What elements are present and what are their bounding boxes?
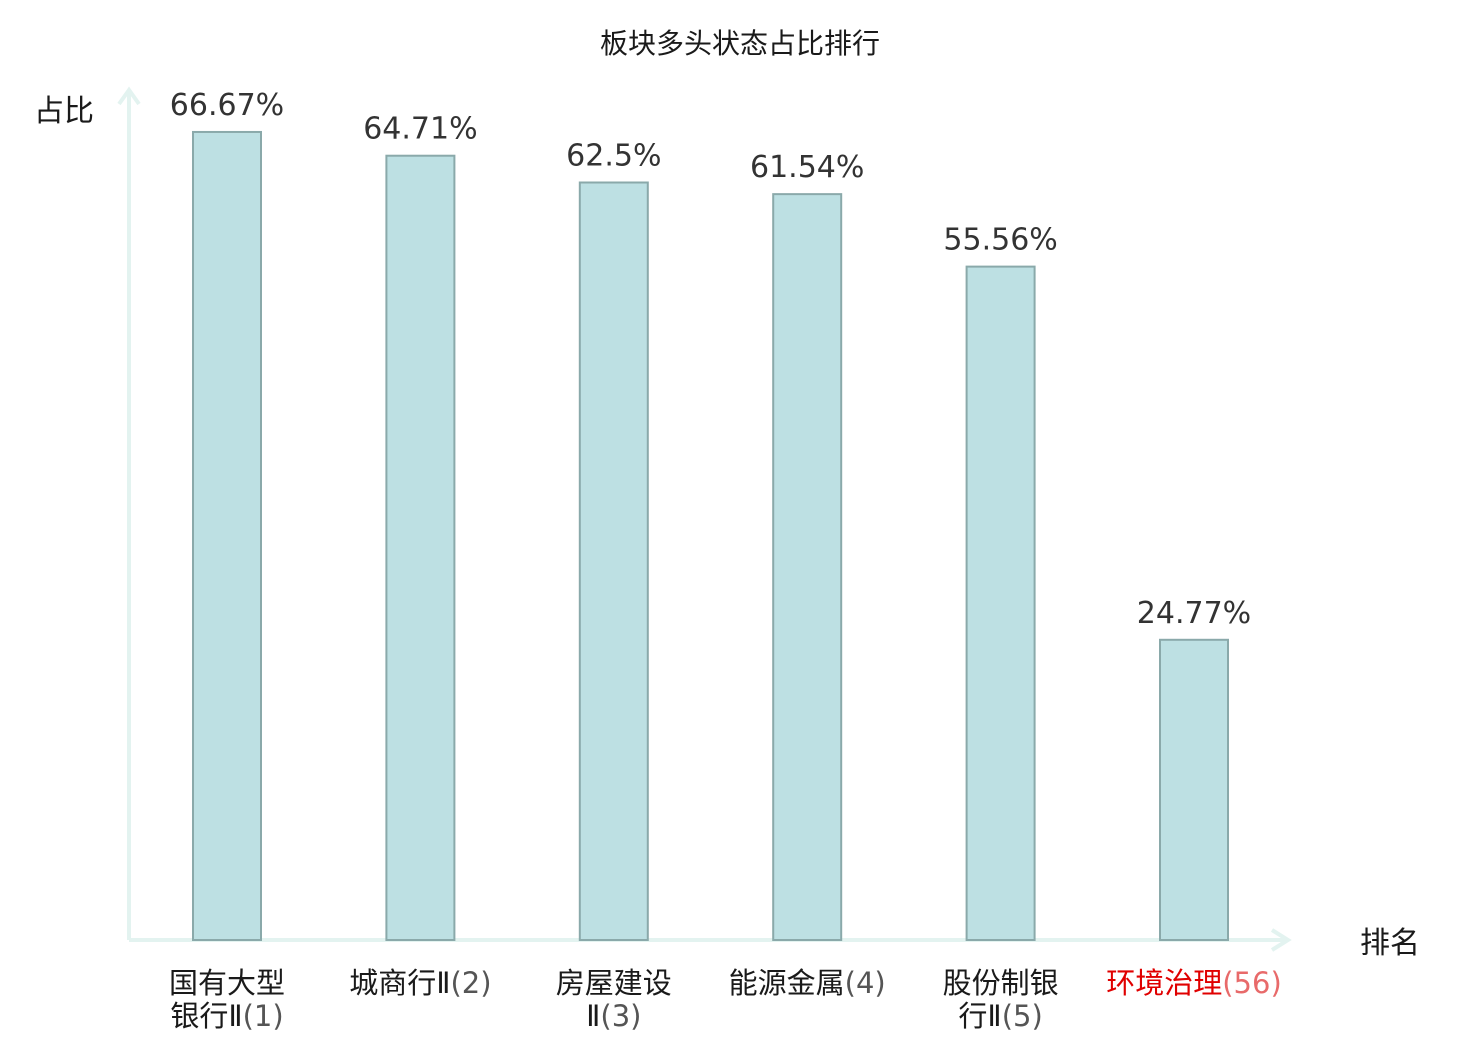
category-rank: (4) xyxy=(845,966,886,1000)
category-label-3-line-1: 房屋建设 xyxy=(556,966,672,1000)
value-label-6: 24.77% xyxy=(1137,596,1251,631)
category-label-3-line-2: Ⅱ(3) xyxy=(586,999,641,1033)
category-rank: (1) xyxy=(243,999,284,1033)
bar-4 xyxy=(772,193,843,941)
bar-2 xyxy=(385,154,456,942)
category-name: 环境治理 xyxy=(1106,966,1222,1000)
category-name: 银行Ⅱ xyxy=(170,999,242,1033)
category-label-6-line-1: 环境治理(56) xyxy=(1106,966,1282,1000)
x-axis-label: 排名 xyxy=(1360,926,1420,961)
value-label-2: 64.71% xyxy=(363,112,477,147)
category-label-2-line-1: 城商行Ⅱ(2) xyxy=(349,966,491,1000)
category-label-4-line-1: 能源金属(4) xyxy=(729,966,886,1000)
category-label-5-line-1: 股份制银 xyxy=(943,966,1059,1000)
value-label-5: 55.56% xyxy=(943,223,1057,258)
bar-5 xyxy=(965,265,1036,941)
bar-3 xyxy=(578,181,649,941)
bar-1 xyxy=(192,130,262,941)
category-rank: (2) xyxy=(450,966,491,1000)
category-rank: (3) xyxy=(600,999,641,1033)
category-name: 房屋建设 xyxy=(556,966,672,1000)
category-name: 行Ⅱ xyxy=(958,999,1001,1033)
chart-title: 板块多头状态占比排行 xyxy=(600,27,880,60)
category-rank: (5) xyxy=(1002,999,1043,1033)
x-axis-arrow xyxy=(1270,928,1292,952)
category-name: 城商行Ⅱ xyxy=(349,966,450,1000)
category-name: 股份制银 xyxy=(943,966,1059,1000)
value-labels-group: 66.67% 64.71% 62.5% 61.54% 55.56% 24.77% xyxy=(170,88,1251,631)
category-name: 国有大型 xyxy=(169,966,285,1000)
bars-group xyxy=(192,130,1229,942)
category-name: 能源金属 xyxy=(729,966,845,1000)
category-label-1-line-2: 银行Ⅱ(1) xyxy=(170,999,283,1033)
category-name: Ⅱ xyxy=(586,999,600,1033)
value-label-3: 62.5% xyxy=(566,139,661,174)
y-axis-label: 占比 xyxy=(34,94,94,129)
value-label-4: 61.54% xyxy=(750,150,864,185)
value-label-1: 66.67% xyxy=(170,88,284,123)
bar-6 xyxy=(1159,638,1229,941)
y-axis-arrow xyxy=(117,86,141,106)
category-label-1-line-1: 国有大型 xyxy=(169,966,285,1000)
category-label-5-line-2: 行Ⅱ(5) xyxy=(958,999,1042,1033)
category-rank: (56) xyxy=(1222,966,1282,1000)
